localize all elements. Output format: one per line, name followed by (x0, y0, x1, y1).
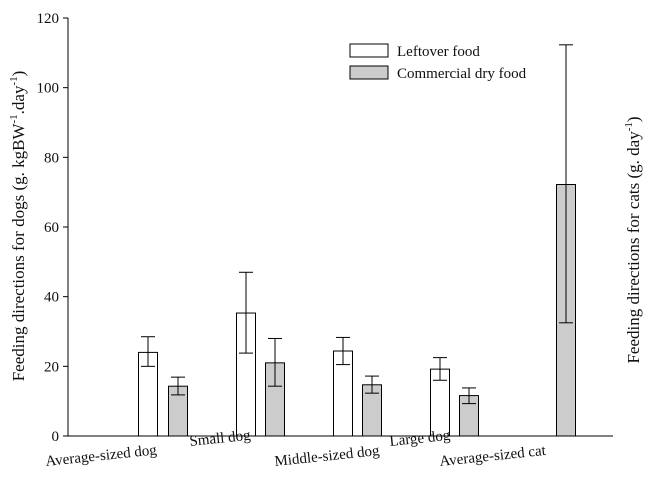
error-bars (141, 44, 573, 405)
category-label: Middle-sized dog (274, 443, 381, 470)
error-bar (433, 357, 447, 381)
error-bar (239, 271, 253, 354)
y-tick-label: 60 (44, 220, 59, 236)
legend: Leftover food Commercial dry food (349, 43, 527, 82)
legend-swatch-leftover (349, 43, 389, 58)
y-axis-title-right: Feeding directions for cats (g. day-1) (623, 116, 643, 363)
error-bar (559, 44, 573, 324)
legend-label-commercial: Commercial dry food (397, 66, 527, 82)
y-tick-label: 80 (44, 150, 59, 166)
error-bar (141, 336, 155, 367)
category-label: Small dog (189, 428, 252, 450)
y-tick-label: 0 (52, 429, 60, 445)
error-bar (171, 376, 185, 396)
error-bar (268, 337, 282, 387)
error-bar (336, 336, 350, 366)
y-tick-label: 40 (44, 290, 59, 306)
y-tick-label: 100 (37, 81, 60, 97)
y-ticks: 0 20 40 60 80 100 120 (37, 11, 68, 445)
bars (138, 184, 576, 437)
legend-label-leftover: Leftover food (397, 44, 480, 60)
category-label: Average-sized dog (45, 442, 158, 470)
category-label: Large dog (389, 428, 452, 450)
y-tick-label: 20 (44, 359, 59, 375)
category-label: Average-sized cat (439, 443, 548, 470)
legend-swatch-commercial (349, 65, 389, 80)
error-bar (462, 387, 476, 405)
y-tick-label: 120 (37, 11, 60, 27)
error-bar (365, 375, 379, 394)
y-axis-title-left: Feeding directions for dogs (g. kgBW-1.d… (8, 71, 28, 382)
